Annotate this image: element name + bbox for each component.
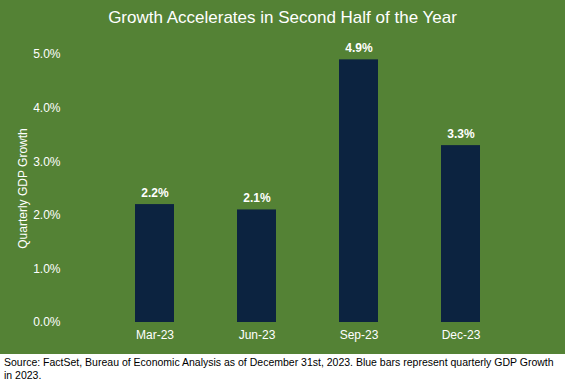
- html-text:Source: FactSet, Bureau of Eco: Source: FactSet, Bureau of Economic Anal…: [4, 356, 554, 381]
- svg-text:3.0%: 3.0%: [33, 155, 61, 169]
- html-text:Growth Accelerates in Second H: Growth Accelerates in Second Half of the…: [108, 8, 457, 27]
- svg-text:Jun-23: Jun-23: [239, 328, 276, 342]
- svg-text:4.9%: 4.9%: [345, 41, 373, 55]
- svg-text:4.0%: 4.0%: [33, 101, 61, 115]
- svg-text:Mar-23: Mar-23: [136, 328, 174, 342]
- svg-text:Sep-23: Sep-23: [340, 328, 379, 342]
- svg-text:0.0%: 0.0%: [33, 315, 61, 329]
- svg-text:2.0%: 2.0%: [33, 208, 61, 222]
- svg-text:5.0%: 5.0%: [33, 47, 61, 61]
- svg-text:1.0%: 1.0%: [33, 262, 61, 276]
- svg-text:Quarterly GDP Growth: Quarterly GDP Growth: [16, 128, 30, 248]
- svg-text:2.2%: 2.2%: [141, 186, 169, 200]
- svg-text:Dec-23: Dec-23: [442, 328, 481, 342]
- svg-text:3.3%: 3.3%: [447, 127, 475, 141]
- svg-text:2.1%: 2.1%: [243, 191, 271, 205]
